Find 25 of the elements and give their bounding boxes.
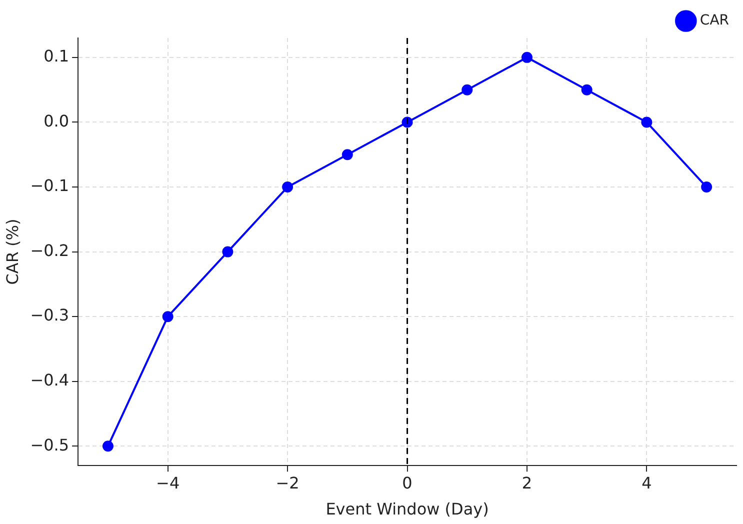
point <box>641 116 652 128</box>
point <box>521 52 532 63</box>
x-tick-label: −4 <box>156 473 180 492</box>
y-tick-label: −0.2 <box>30 240 70 260</box>
x-axis-title: Event Window (Day) <box>326 500 489 519</box>
point <box>162 311 174 322</box>
y-tick-label: −0.1 <box>30 176 70 196</box>
x-tick-label: −2 <box>276 473 300 492</box>
point <box>581 84 592 96</box>
y-tick-label: 0.1 <box>44 46 70 66</box>
legend-label: CAR <box>700 12 730 29</box>
y-tick-label: −0.3 <box>30 306 70 325</box>
y-tick-label: −0.5 <box>30 435 70 454</box>
point <box>701 182 712 193</box>
point <box>282 182 294 193</box>
y-tick-label: 0.0 <box>44 111 70 130</box>
point <box>102 440 114 452</box>
point <box>222 246 234 258</box>
x-tick-label: 2 <box>522 473 532 492</box>
point <box>462 84 473 96</box>
y-axis-title: CAR (%) <box>2 218 22 285</box>
point <box>342 149 353 160</box>
x-tick-label: 0 <box>402 473 412 492</box>
y-tick-label: −0.4 <box>30 370 70 390</box>
x-tick-label: 4 <box>642 473 652 492</box>
